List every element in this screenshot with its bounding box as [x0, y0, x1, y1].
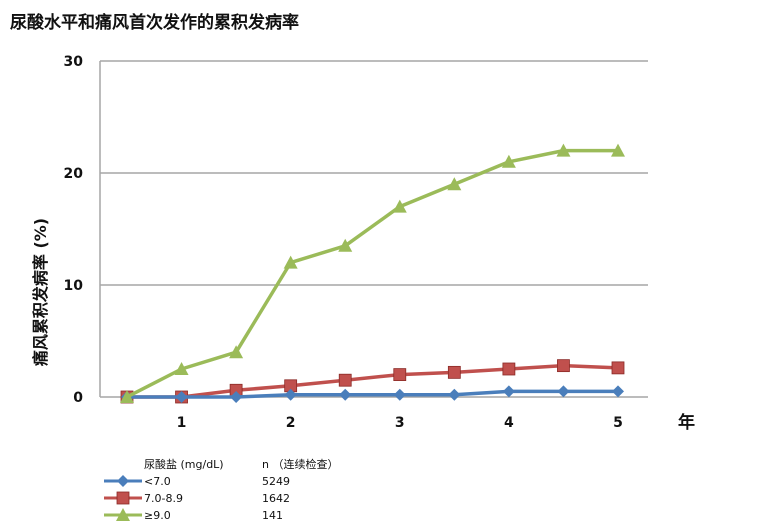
data-point [392, 199, 407, 213]
gridlines [100, 60, 648, 398]
y-tick-label: 0 [73, 390, 83, 406]
data-point [612, 385, 624, 398]
series-line [127, 363, 619, 399]
data-point [611, 143, 625, 157]
legend-header-group: 尿酸盐 (mg/dL) [144, 457, 224, 471]
data-point [393, 388, 406, 401]
data-point [393, 368, 407, 382]
x-tick-labels: 1 2 3 4 5 [177, 415, 623, 431]
data-point [502, 385, 515, 398]
data-point [556, 143, 571, 157]
x-axis-unit-label: 年 [678, 412, 695, 433]
y-tick-label: 10 [64, 278, 84, 294]
legend-marker [116, 491, 130, 505]
chart-title: 尿酸水平和痛风首次发作的累积发病率 [10, 13, 299, 33]
legend-series-name: <7.0 [144, 475, 171, 488]
data-point [284, 388, 297, 401]
y-tick-labels: 0 10 20 30 [64, 54, 84, 406]
y-axis-label: 痛风累积发病率 (%) [31, 218, 50, 367]
legend-series-n: 141 [262, 509, 283, 522]
data-point [230, 391, 243, 403]
data-point [283, 255, 298, 269]
data-point [338, 238, 353, 252]
x-tick-label: 4 [504, 415, 514, 431]
x-tick-label: 3 [395, 415, 405, 431]
data-point [448, 388, 461, 401]
legend-header-n: n （连续检查） [262, 457, 338, 471]
x-tick-label: 1 [177, 415, 187, 431]
series-layer [120, 143, 625, 404]
legend-marker [117, 475, 129, 487]
data-point [557, 385, 570, 398]
series-triangle [120, 143, 625, 403]
legend-series-n: 5249 [262, 475, 290, 488]
data-point [174, 362, 189, 375]
data-point [339, 388, 352, 401]
data-point [229, 345, 244, 359]
data-point [501, 154, 516, 168]
x-tick-label: 2 [286, 415, 296, 431]
legend-series-name: ≥9.0 [144, 509, 171, 522]
y-tick-label: 30 [64, 54, 84, 70]
data-point [338, 373, 352, 387]
data-point [120, 390, 134, 403]
legend-series-n: 1642 [262, 492, 290, 505]
series-line [126, 148, 618, 399]
data-point [447, 177, 462, 191]
data-point [447, 365, 461, 379]
data-point [175, 391, 188, 403]
series-line [127, 389, 618, 399]
y-tick-label: 20 [64, 166, 84, 182]
x-tick-label: 5 [613, 415, 623, 431]
legend: 尿酸盐 (mg/dL) n （连续检查） <7.0 5249 7.0-8.9 1642… [104, 457, 338, 522]
data-point [502, 362, 516, 376]
data-point [611, 361, 625, 375]
legend-marker [116, 508, 130, 521]
data-point [557, 359, 570, 373]
legend-series-name: 7.0-8.9 [144, 492, 183, 505]
